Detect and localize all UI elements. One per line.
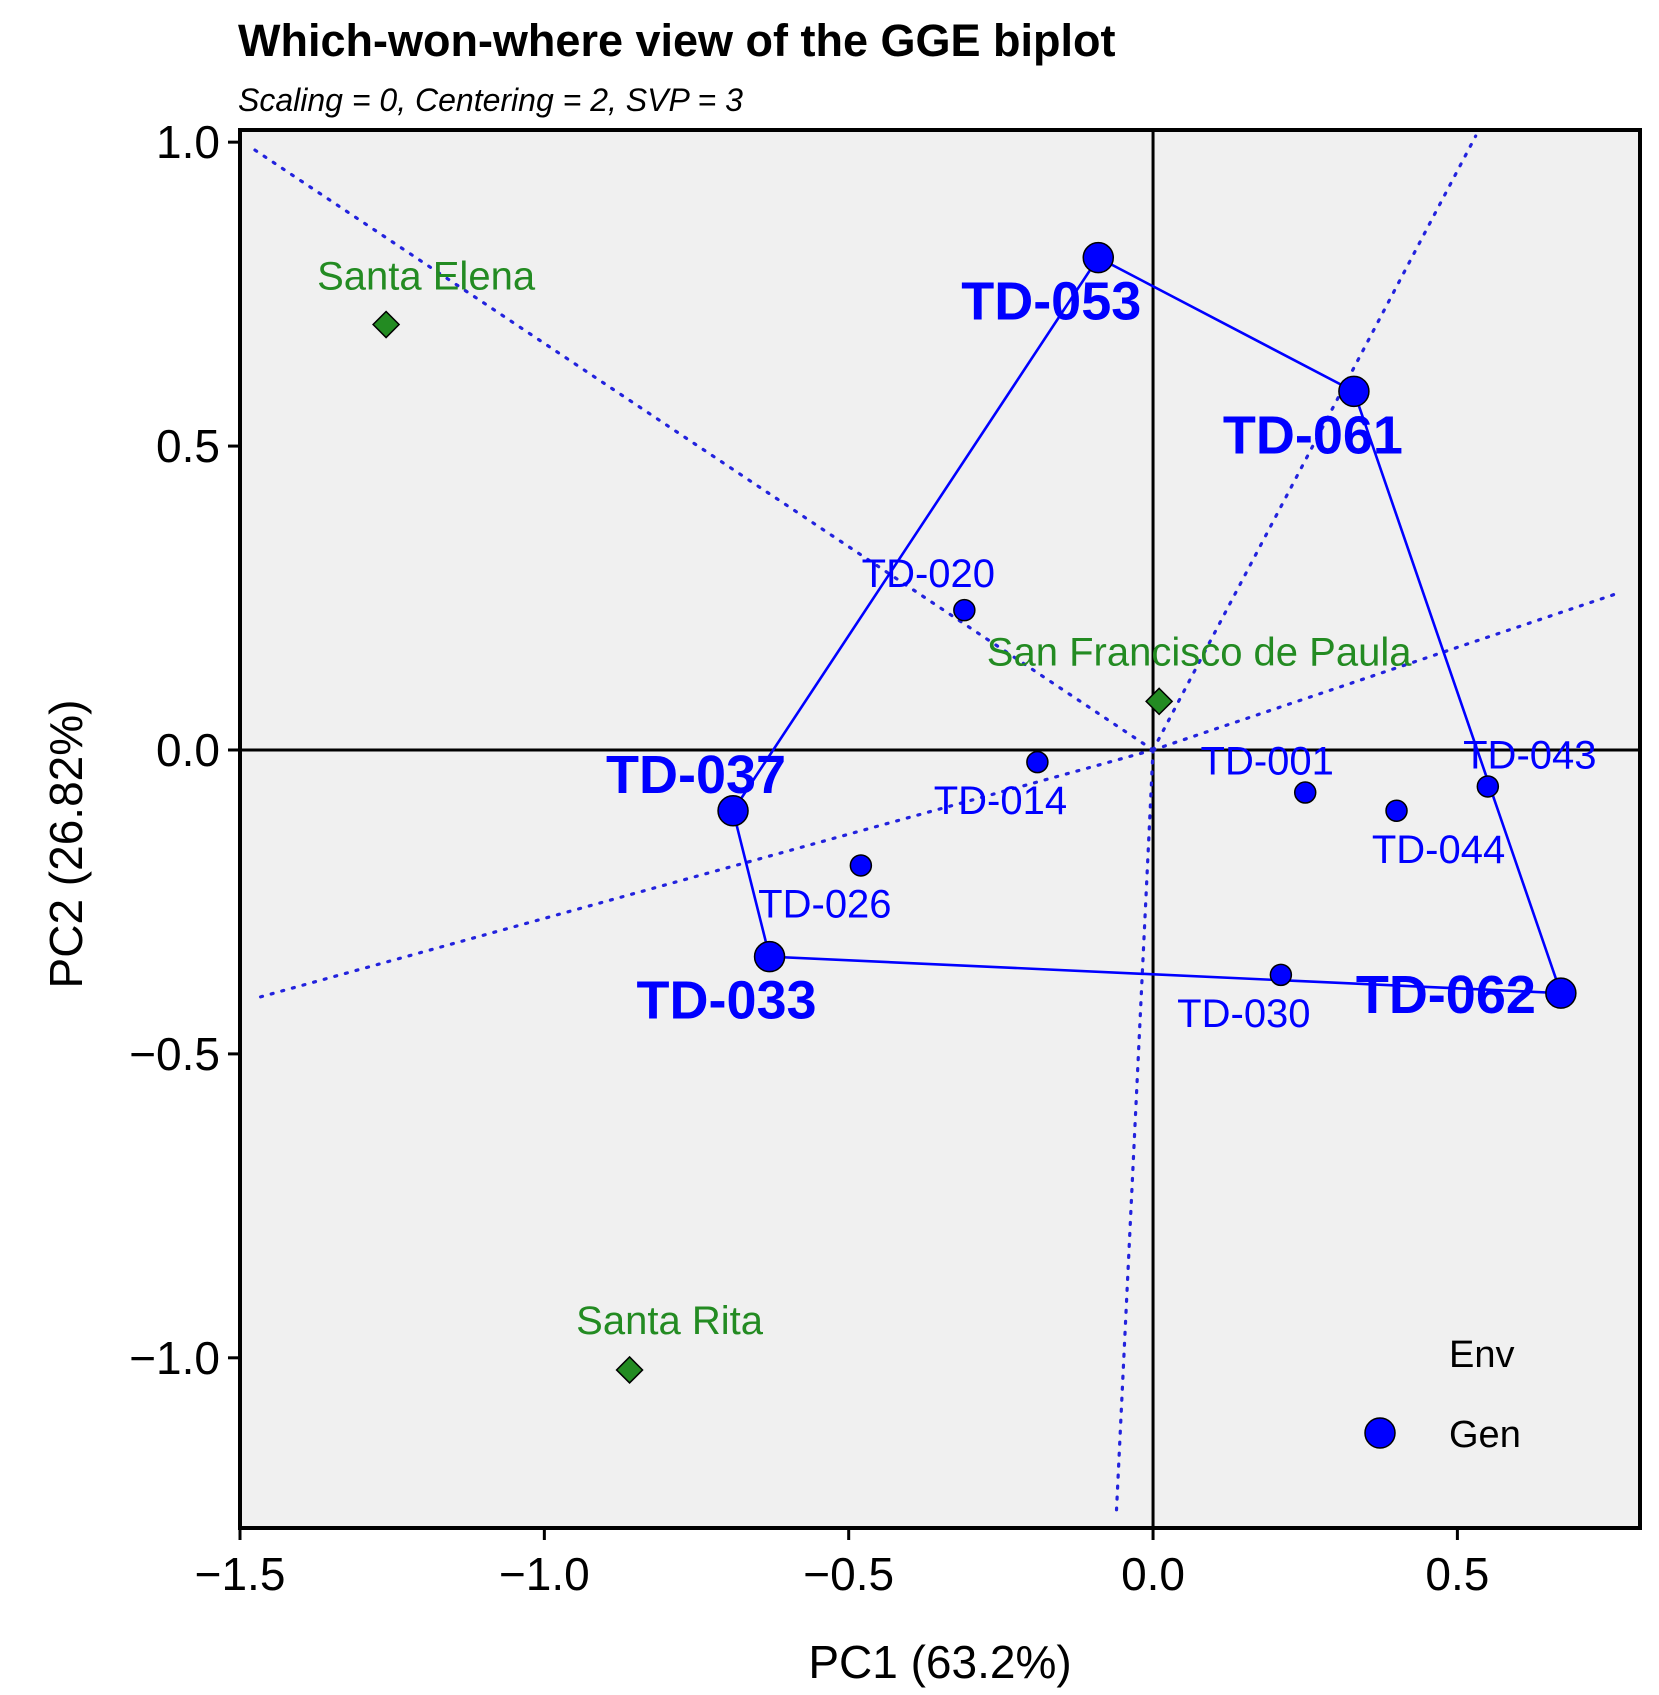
gen-point: [1385, 799, 1408, 823]
y-tick-label: 1.0: [156, 116, 220, 168]
y-tick-label: 0.0: [156, 724, 220, 776]
gen-point: [1082, 241, 1115, 274]
gen-point: [1293, 781, 1317, 804]
reference-lines: [240, 130, 1640, 1528]
legend: Env Gen: [1364, 1334, 1521, 1456]
gen-label: TD-037: [606, 745, 786, 805]
gen-point: [1338, 375, 1370, 408]
genotype-points: [717, 241, 1577, 1009]
x-tick-label: 0.5: [1425, 1548, 1489, 1600]
gen-label: TD-033: [637, 971, 817, 1031]
sector-rays: [250, 134, 1624, 1512]
legend-gen-symbol: [1364, 1417, 1396, 1449]
legend-label: Env: [1449, 1334, 1514, 1376]
plot-area: Santa Elena San Francisco de Paula Santa R…: [240, 130, 1640, 1528]
y-tick-label: 0.5: [156, 420, 220, 472]
chart-subtitle: Scaling = 0, Centering = 2, SVP = 3: [238, 82, 743, 118]
gen-point: [1545, 977, 1577, 1009]
env-point: [1145, 687, 1174, 716]
legend-label: Gen: [1449, 1414, 1521, 1456]
x-tick-label: 0.0: [1121, 1548, 1185, 1600]
sector-ray: [250, 146, 1155, 752]
gen-point: [717, 795, 749, 827]
x-tick-label: −0.5: [803, 1548, 894, 1600]
point-labels: Santa Elena San Francisco de Paula Santa R…: [317, 255, 1596, 1343]
plot-panel: [240, 130, 1640, 1528]
gen-point: [1026, 750, 1049, 774]
gen-label: TD-053: [961, 272, 1141, 332]
y-tick-label: −1.0: [129, 1332, 220, 1384]
gen-label: TD-001: [1201, 740, 1334, 784]
gen-point: [849, 854, 873, 877]
sector-ray: [250, 748, 1155, 1001]
gen-label: TD-014: [934, 779, 1067, 823]
plot-border: [238, 128, 1642, 1530]
x-axis-title: PC1 (63.2%): [808, 1636, 1071, 1688]
gen-label: TD-043: [1463, 733, 1596, 777]
env-label: Santa Rita: [576, 1299, 764, 1343]
gen-point: [1269, 963, 1293, 987]
env-label: San Francisco de Paula: [987, 630, 1412, 674]
y-tick-label: −0.5: [129, 1028, 220, 1080]
gen-point: [753, 940, 786, 973]
polygon-hull: [731, 255, 1563, 995]
gen-label: TD-026: [758, 882, 891, 926]
x-axis: −1.5 −1.0 −0.5 0.0 0.5: [195, 1528, 1489, 1600]
y-axis-title: PC2 (26.82%): [40, 700, 92, 989]
gen-label: TD-062: [1356, 965, 1536, 1025]
env-label: Santa Elena: [317, 255, 536, 299]
chart-title: Which-won-where view of the GGE biplot: [238, 15, 1116, 66]
gen-label: TD-061: [1223, 405, 1403, 465]
y-axis: 1.0 0.5 0.0 −0.5 −1.0: [129, 116, 240, 1384]
which-won-where-polygon: [731, 255, 1563, 995]
gen-point: [1476, 775, 1500, 798]
gen-label: TD-020: [862, 552, 995, 596]
gen-point: [953, 598, 976, 622]
gen-label: TD-044: [1372, 828, 1505, 872]
x-tick-label: −1.5: [195, 1548, 286, 1600]
gen-label: TD-030: [1177, 992, 1310, 1036]
env-point: [615, 1355, 644, 1385]
environment-points: [372, 310, 1174, 1385]
x-tick-label: −1.0: [499, 1548, 590, 1600]
env-point: [372, 310, 401, 339]
